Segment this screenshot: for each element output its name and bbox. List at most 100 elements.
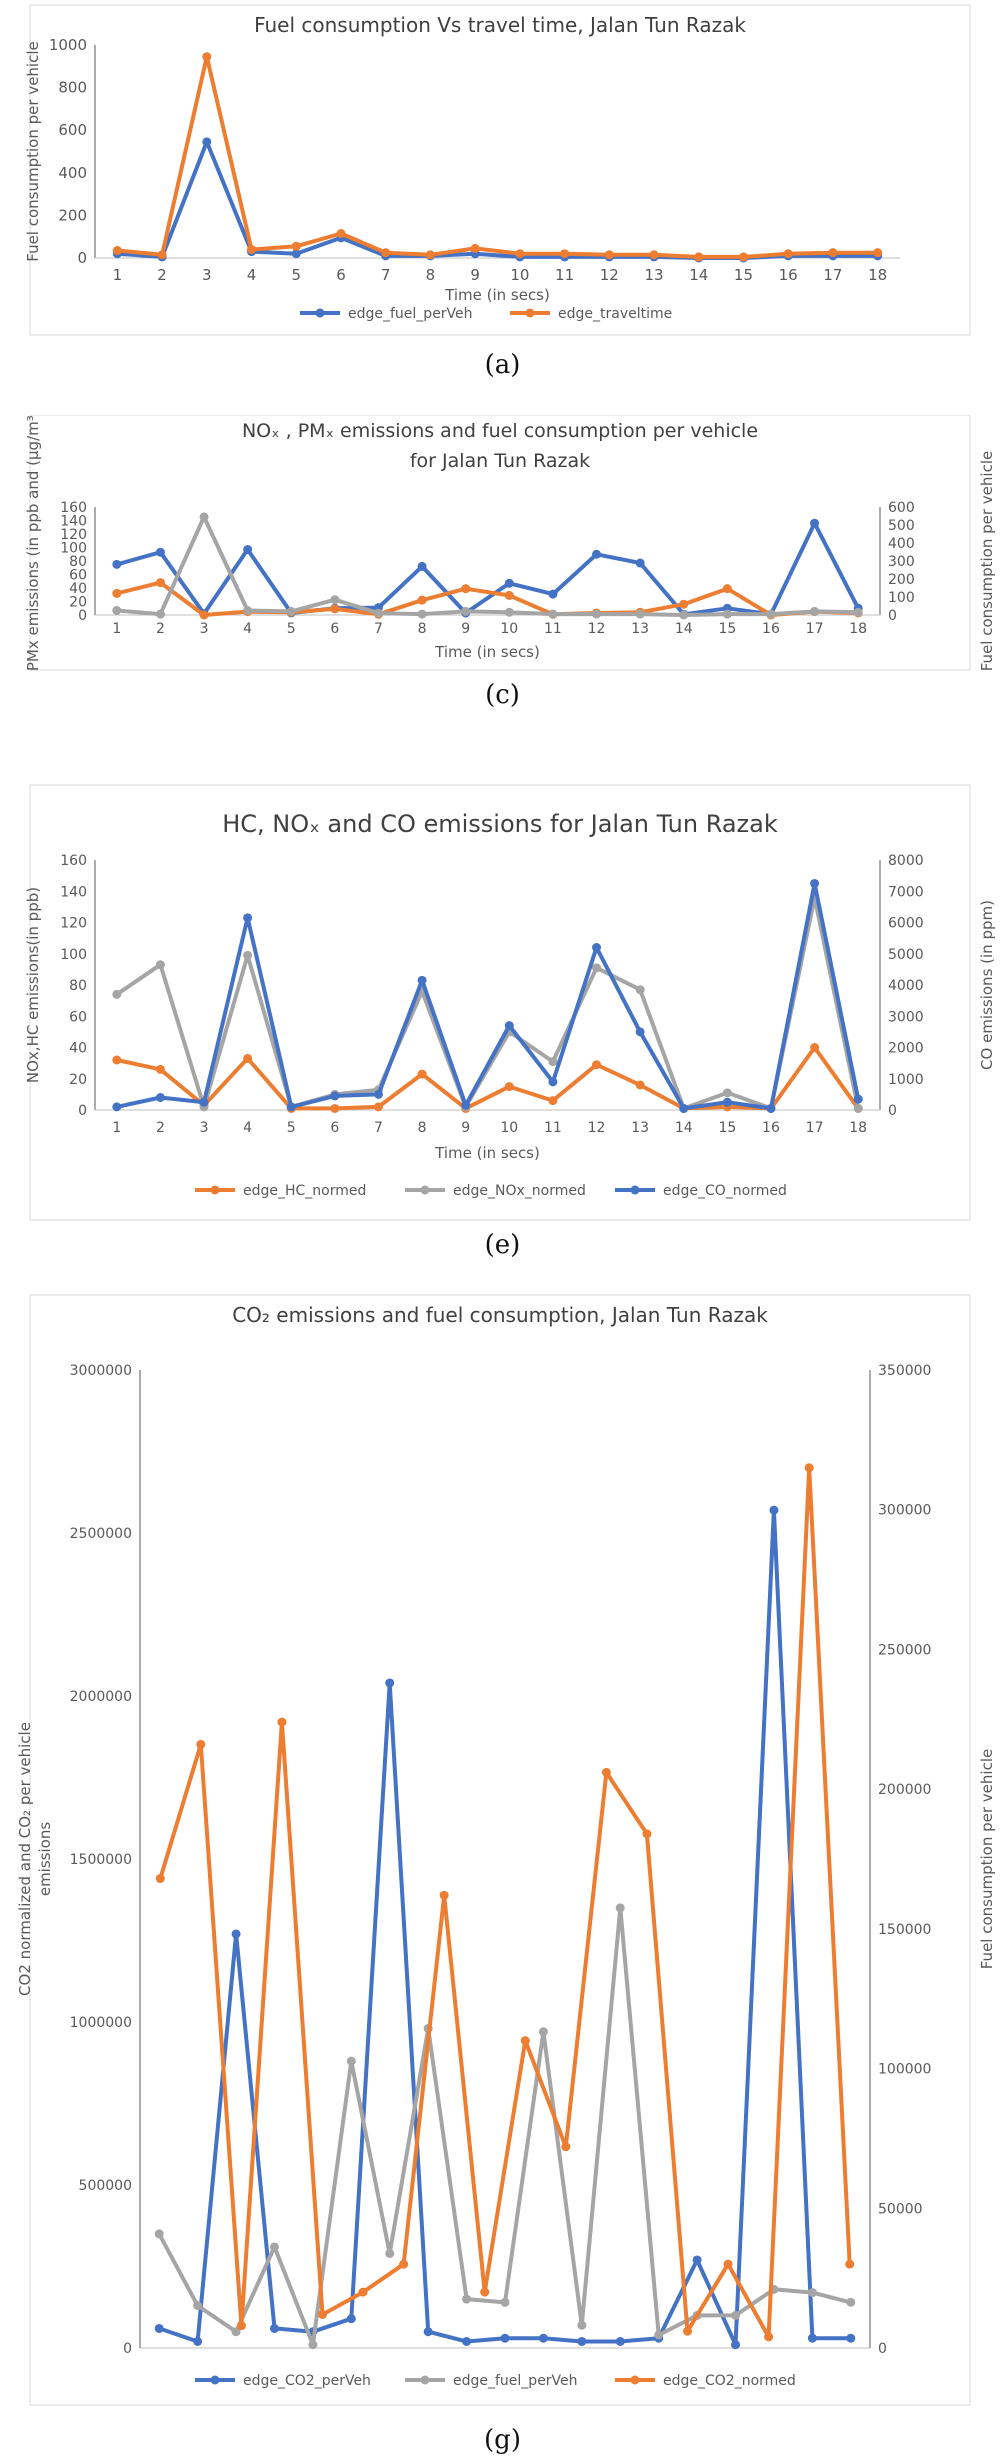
legend-label: edge_CO2_perVeh xyxy=(243,2373,371,2389)
chart-frame xyxy=(29,1294,971,2406)
data-point-edge_fuel_perVeh xyxy=(308,2340,318,2350)
y-tick-label: 2000000 xyxy=(70,1689,132,1705)
y-tick-label: 160 xyxy=(60,500,87,516)
x-tick-label: 12 xyxy=(588,621,606,637)
data-point-edge_HC_normed xyxy=(417,1069,427,1079)
chart-frame xyxy=(29,4,971,336)
data-point-edge_CO2_perVeh xyxy=(154,2323,164,2333)
x-tick-label: 14 xyxy=(689,266,708,284)
data-point-edge_fuel_perVeh xyxy=(461,606,471,616)
data-point-edge_fuel_perVeh xyxy=(462,2294,472,2304)
data-point-edge_CO2_perVeh xyxy=(423,2327,433,2337)
legend-marker xyxy=(630,1185,640,1195)
legend-marker xyxy=(525,308,535,318)
data-point-edge_CO2_normed xyxy=(561,2142,571,2152)
y2-tick-label: 2000 xyxy=(888,1041,924,1057)
y2-tick-label: 200000 xyxy=(878,1782,931,1798)
data-point-edge_traveltime xyxy=(202,52,212,62)
data-point-edge_HC_normed xyxy=(112,1055,122,1065)
data-point-edge_fuel_perVeh xyxy=(654,2330,664,2340)
data-point-edge_HC_normed xyxy=(330,1103,340,1113)
data-point-edge_fuel_perVeh xyxy=(635,609,645,619)
caption-a: (a) xyxy=(484,350,521,380)
x-tick-label: 5 xyxy=(287,1120,296,1136)
data-point-edge_traveltime xyxy=(828,248,838,258)
legend-label: edge_NOx_normed xyxy=(453,1183,586,1199)
series-line-edge_fuel_perVeh xyxy=(116,514,859,617)
y2-tick-label: 5000 xyxy=(888,947,924,963)
x-tick-label: 2 xyxy=(157,266,167,284)
data-point-edge_fuel_perVeh xyxy=(766,609,776,619)
data-point-edge_HC_normed xyxy=(155,1064,165,1074)
x-tick-label: 5 xyxy=(287,621,296,637)
y-tick-label: 60 xyxy=(69,568,87,584)
x-tick-label: 1 xyxy=(113,266,123,284)
x-tick-label: 9 xyxy=(461,1120,470,1136)
legend-label: edge_fuel_perVeh xyxy=(453,2373,578,2389)
data-point-edge_PMx_normed xyxy=(112,588,122,598)
data-point-edge_CO2_normed xyxy=(764,2332,774,2342)
x-tick-label: 6 xyxy=(330,1120,339,1136)
data-point-edge_fuel_perVeh xyxy=(231,2327,241,2337)
data-point-edge_fuel_perVeh xyxy=(577,2320,587,2330)
x-tick-label: 1 xyxy=(112,1120,121,1136)
data-point-edge_CO2_normed xyxy=(480,2287,490,2297)
chart-title: CO₂ emissions and fuel consumption, Jala… xyxy=(232,1303,768,1327)
data-point-edge_CO_normed xyxy=(417,975,427,985)
y-tick-label: 40 xyxy=(69,1041,87,1057)
x-tick-label: 8 xyxy=(418,1120,427,1136)
x-tick-label: 9 xyxy=(461,621,470,637)
data-point-edge_PMx_normed xyxy=(722,584,732,594)
data-point-edge_fuel_perVeh xyxy=(199,512,209,522)
data-point-edge_HC_normed xyxy=(810,1043,820,1052)
legend-label: edge_traveltime xyxy=(558,306,672,322)
chart-g: CO₂ emissions and fuel consumption, Jala… xyxy=(16,1294,996,2406)
data-point-edge_PMx_normed xyxy=(504,590,514,600)
data-point-edge_NOx_normed xyxy=(155,960,165,970)
chart-title: for Jalan Tun Razak xyxy=(410,450,590,472)
x-tick-label: 16 xyxy=(779,266,798,284)
data-point-edge_fuel_perVeh xyxy=(615,1903,625,1913)
data-point-edge_CO_normed xyxy=(330,1091,340,1101)
y-tick-label: 0 xyxy=(77,249,87,267)
data-point-edge_CO2_normed xyxy=(642,1829,652,1839)
chart-title: Fuel consumption Vs travel time, Jalan T… xyxy=(254,13,746,37)
x-tick-label: 11 xyxy=(544,1120,562,1136)
data-point-edge_NOx_normed xyxy=(548,1057,558,1067)
data-point-edge_NOx_normed xyxy=(417,561,427,571)
data-point-edge_traveltime xyxy=(694,252,704,262)
x-tick-label: 2 xyxy=(156,621,165,637)
y2-tick-label: 100 xyxy=(888,590,915,606)
y-tick-label: 800 xyxy=(58,79,87,97)
x-tick-label: 2 xyxy=(156,1120,165,1136)
data-point-edge_CO2_perVeh xyxy=(615,2336,625,2346)
data-point-edge_fuel_perVeh xyxy=(112,606,122,615)
data-point-edge_CO2_normed xyxy=(318,2309,327,2319)
y-tick-label: 60 xyxy=(69,1009,87,1025)
data-point-edge_HC_normed xyxy=(592,1060,602,1070)
y-tick-label: 100 xyxy=(60,541,87,557)
data-point-edge_CO2_normed xyxy=(277,1717,287,1727)
data-point-edge_CO2_perVeh xyxy=(577,2336,587,2346)
y2-tick-label: 6000 xyxy=(888,916,924,932)
data-point-edge_CO2_normed xyxy=(804,1463,814,1473)
series-line-edge_NOx_normed xyxy=(116,521,860,617)
data-point-edge_fuel_perVeh xyxy=(291,249,301,259)
data-point-edge_CO_normed xyxy=(679,1103,689,1113)
y-tick-label: 120 xyxy=(60,527,87,543)
y-axis-label: CO2 normalized and CO₂ per vehicle xyxy=(16,1722,34,1996)
legend-label: edge_CO2_normed xyxy=(663,2373,796,2389)
data-point-edge_CO2_perVeh xyxy=(269,2323,279,2333)
data-point-edge_CO2_perVeh xyxy=(692,2255,702,2265)
data-point-edge_CO2_normed xyxy=(683,2326,692,2336)
data-point-edge_traveltime xyxy=(381,248,391,258)
chart-title: HC, NOₓ and CO emissions for Jalan Tun R… xyxy=(222,810,778,838)
x-tick-label: 8 xyxy=(426,266,436,284)
legend-marker xyxy=(420,1185,430,1195)
data-point-edge_fuel_perVeh xyxy=(286,606,296,616)
data-point-edge_CO_normed xyxy=(810,878,820,888)
x-tick-label: 16 xyxy=(762,621,780,637)
chart-title: NOₓ , PMₓ emissions and fuel consumption… xyxy=(242,420,758,442)
data-point-edge_traveltime xyxy=(336,229,346,239)
data-point-edge_fuel_perVeh xyxy=(846,2297,856,2307)
